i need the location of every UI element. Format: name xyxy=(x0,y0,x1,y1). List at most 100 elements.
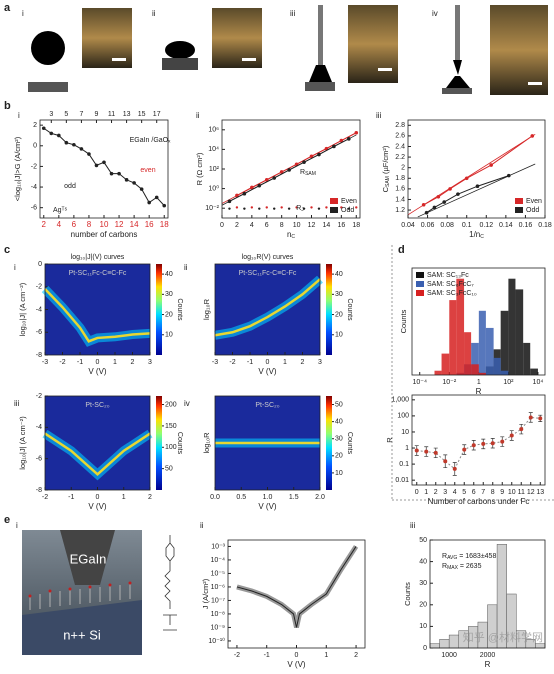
x-tick-label: 18 xyxy=(352,222,360,229)
x-tick-label: 12 xyxy=(308,222,316,229)
x-axis-label: R xyxy=(476,387,482,396)
y-tick-label: -6 xyxy=(36,329,42,336)
x-axis-label: V (V) xyxy=(88,367,107,376)
x-tick-label: 3 xyxy=(443,489,447,496)
fit-line xyxy=(417,163,536,218)
colorbar-tick-label: 50 xyxy=(165,465,173,472)
point xyxy=(355,206,358,209)
point xyxy=(325,206,328,209)
y-tick-label: 0 xyxy=(38,261,42,268)
hist-bar xyxy=(478,310,486,375)
y-axis-label: J (A/cm²) xyxy=(201,578,210,609)
x-tick-label: 4 xyxy=(453,489,457,496)
point xyxy=(489,163,493,167)
x-tick-label: 0 xyxy=(96,359,100,366)
x-tick-label: 2 xyxy=(131,359,135,366)
hist-bar xyxy=(485,327,494,375)
x-axis-label: R xyxy=(485,660,491,669)
annotation-main: R xyxy=(300,169,305,176)
y-tick-label: 1,000 xyxy=(391,397,409,404)
annotation-main: R xyxy=(442,553,447,560)
y-tick-label: 10⁻⁵ xyxy=(211,570,225,577)
x-axis-label: V (V) xyxy=(258,502,277,511)
point xyxy=(475,184,480,189)
y-axis-label: <log₁₀|J|>G (A/cm²) xyxy=(13,136,22,201)
y-axis-label-tail: (µF/cm²) xyxy=(381,145,390,176)
y-tick-label: -4 xyxy=(36,424,42,431)
y-tick-label: 10² xyxy=(209,166,220,173)
point xyxy=(471,443,476,448)
point xyxy=(279,170,284,174)
heatmap-label: Pt-SC₂₀ xyxy=(85,402,109,409)
colorbar-tick-label: 20 xyxy=(335,311,343,318)
sub-label: iv xyxy=(184,399,190,408)
y-tick-label: 1.6 xyxy=(395,186,405,193)
x-tick-label: -3 xyxy=(212,359,218,366)
x-tick-label: 2 xyxy=(42,220,47,229)
y-axis-label: log₁₀|J| (A cm⁻²) xyxy=(18,416,27,470)
x-tick-label: 13 xyxy=(123,111,131,118)
point xyxy=(309,154,314,159)
y-tick-label: 0 xyxy=(423,645,427,652)
annotation: RAVG = 1683±458 xyxy=(442,553,496,561)
point xyxy=(64,140,69,145)
point xyxy=(500,439,505,444)
y-tick-label: -2 xyxy=(36,284,42,291)
x-tick-label: 11 xyxy=(518,489,525,496)
x-tick-label: 15 xyxy=(138,111,146,118)
chart: 2 4 6 8 10 12 14 16 18 3 5 7 9 11 13 15 17 2 0 -2 -4 -6 xyxy=(31,111,169,229)
point xyxy=(124,178,129,182)
colorbar-tick-label: 150 xyxy=(165,423,177,430)
plot-frame xyxy=(39,119,169,219)
point xyxy=(72,142,76,147)
x-tick-label: 9 xyxy=(95,111,99,118)
y-tick-label: 10⁻² xyxy=(205,205,219,212)
point xyxy=(464,176,469,181)
point xyxy=(519,427,524,432)
colorbar-tick-label: 200 xyxy=(165,401,177,408)
panel-label: d xyxy=(398,244,405,256)
x-tick-label: 3 xyxy=(148,359,152,366)
band xyxy=(236,545,359,628)
x-tick-label: 18 xyxy=(160,220,169,229)
y-tick-label: 2 xyxy=(33,122,37,129)
legend-swatch xyxy=(515,207,523,213)
legend-swatch xyxy=(416,281,424,287)
point xyxy=(257,183,262,188)
chart: 0.04 0.06 0.08 0.1 0.12 0.14 0.16 0.18 1.2 1.4 1.6… xyxy=(395,122,552,229)
x-tick-label: 16 xyxy=(145,220,154,229)
y-tick-label: -4 xyxy=(36,306,42,313)
y-tick-label: -4 xyxy=(31,184,37,191)
legend-swatch xyxy=(515,198,523,204)
x-axis-label: Number of carbons under Fc xyxy=(428,497,530,506)
hist-bar xyxy=(429,643,440,649)
x-tick-label: 0.04 xyxy=(401,222,415,229)
x-tick-label: 0.06 xyxy=(421,222,435,229)
point xyxy=(347,207,351,210)
point xyxy=(295,206,298,209)
x-axis-label-sub: C xyxy=(480,234,484,240)
annotation: even xyxy=(140,167,155,174)
point xyxy=(421,202,426,207)
legend-swatch xyxy=(416,290,424,296)
x-tick-label: 1.5 xyxy=(289,494,299,501)
x-tick-label: 0.12 xyxy=(479,222,493,229)
x-tick-label: 2 xyxy=(148,494,152,501)
hist-bar xyxy=(448,634,459,649)
legend-swatch xyxy=(330,198,338,204)
x-tick-label: -3 xyxy=(42,359,48,366)
y-tick-label: -2 xyxy=(31,163,37,170)
x-tick-label: 10 xyxy=(508,489,516,496)
point xyxy=(102,160,106,165)
y-tick-label: 1.4 xyxy=(395,196,405,203)
point xyxy=(347,137,351,141)
point xyxy=(481,441,486,446)
point xyxy=(162,203,167,208)
x-tick-label: 17 xyxy=(153,111,161,118)
x-tick-label: 2 xyxy=(354,652,358,659)
panel-label: c xyxy=(4,244,10,256)
y-axis-label: Counts xyxy=(403,582,412,606)
point xyxy=(227,199,232,204)
x-tick-label: 2.0 xyxy=(315,494,325,501)
x-tick-label: 10⁻² xyxy=(442,379,456,386)
